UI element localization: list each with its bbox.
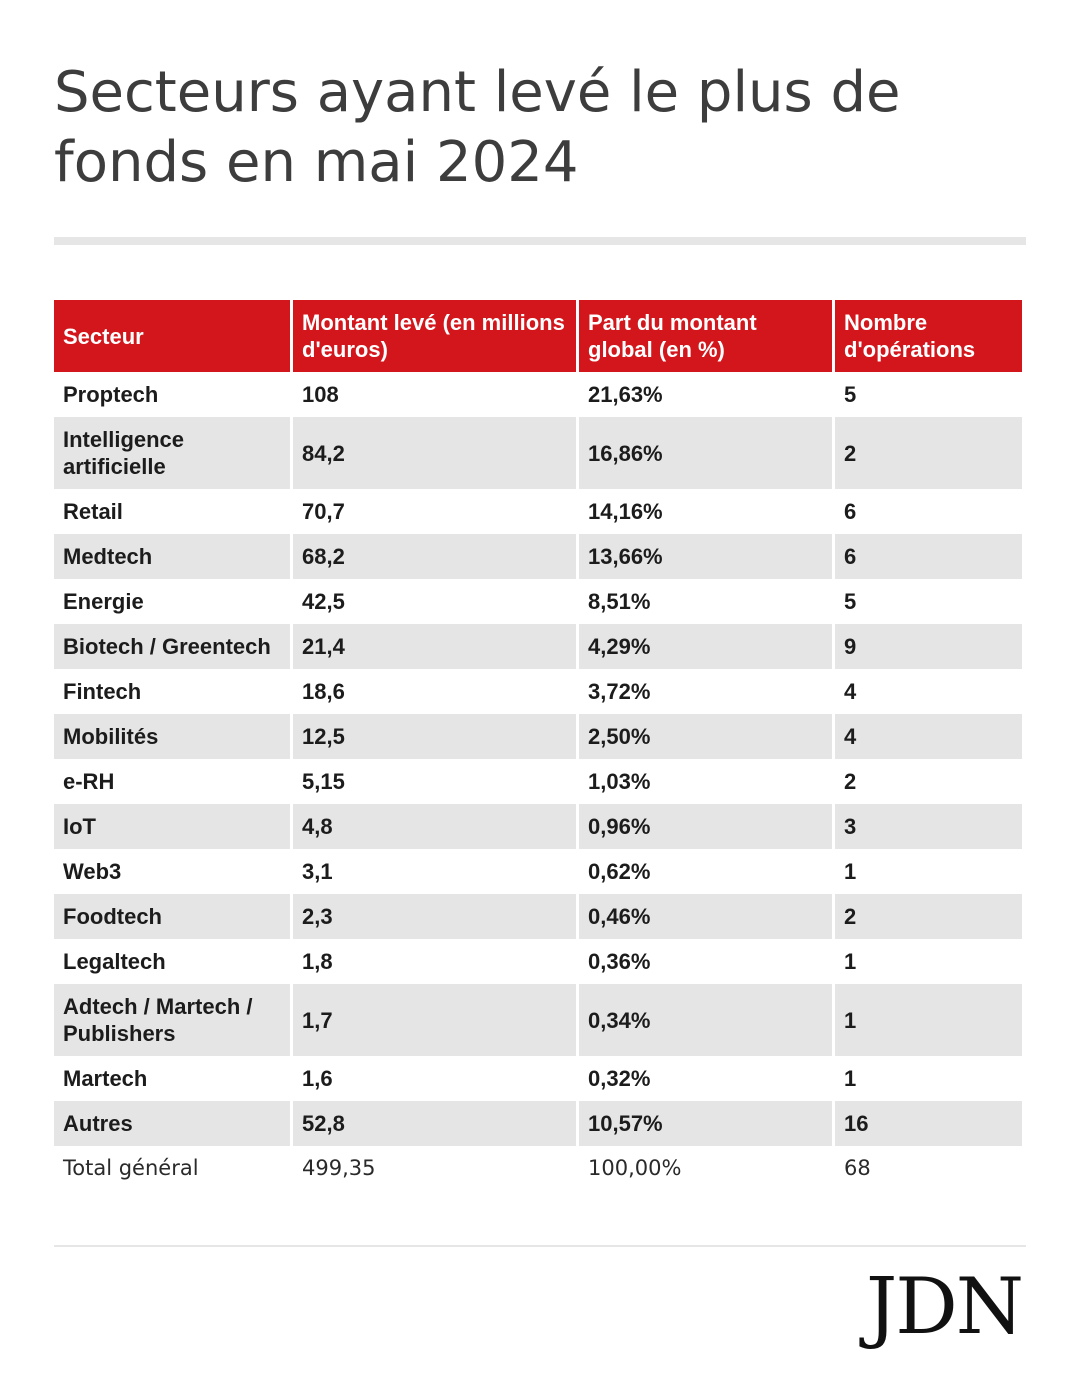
chart-title: Secteurs ayant levé le plus de fonds en … — [54, 60, 901, 195]
table-row: Autres 52,8 10,57% 16 — [54, 1101, 1022, 1146]
cell-part: 1,03% — [576, 759, 832, 804]
table-row: Energie 42,5 8,51% 5 — [54, 579, 1022, 624]
cell-secteur: Biotech / Greentech — [54, 624, 290, 669]
cell-part: 0,96% — [576, 804, 832, 849]
cell-secteur: Foodtech — [54, 894, 290, 939]
table-row: Biotech / Greentech 21,4 4,29% 9 — [54, 624, 1022, 669]
cell-part: 13,66% — [576, 534, 832, 579]
cell-montant: 4,8 — [290, 804, 576, 849]
cell-secteur: Mobilités — [54, 714, 290, 759]
cell-operations: 1 — [832, 939, 1022, 984]
cell-secteur: Retail — [63, 499, 123, 524]
cell-operations: 5 — [832, 579, 1022, 624]
table-row: Web3 3,1 0,62% 1 — [54, 849, 1022, 894]
cell-part: 0,62% — [576, 849, 832, 894]
cell-operations: 6 — [832, 534, 1022, 579]
cell-operations: 1 — [832, 849, 1022, 894]
header-cell-secteur: Secteur — [54, 300, 290, 372]
cell-operations: 3 — [832, 804, 1022, 849]
cell-operations: 2 — [832, 894, 1022, 939]
cell-secteur: Energie — [63, 589, 144, 614]
cell-montant: 18,6 — [290, 669, 576, 714]
cell-secteur: Adtech / Martech / Publishers — [54, 984, 290, 1056]
cell-part: 0,32% — [576, 1056, 832, 1101]
cell-secteur: Medtech — [54, 534, 290, 579]
table-row: Intelligence artificielle 84,2 16,86% 2 — [54, 417, 1022, 489]
cell-secteur: Intelligence artificielle — [54, 417, 290, 489]
table-row: Adtech / Martech / Publishers 1,7 0,34% 1 — [54, 984, 1022, 1056]
cell-montant: 42,5 — [290, 579, 576, 624]
header-cell-operations: Nombre d'opérations — [832, 300, 1022, 372]
header-cell-part: Part du montant global (en %) — [576, 300, 832, 372]
cell-operations: 9 — [832, 624, 1022, 669]
cell-operations: 1 — [832, 1056, 1022, 1101]
table-row: Medtech 68,2 13,66% 6 — [54, 534, 1022, 579]
cell-secteur: Legaltech — [63, 949, 166, 974]
cell-montant: 3,1 — [290, 849, 576, 894]
total-cell-part: 100,00% — [576, 1146, 832, 1191]
table-row: Martech 1,6 0,32% 1 — [54, 1056, 1022, 1101]
cell-secteur: IoT — [54, 804, 290, 849]
cell-montant: 1,6 — [290, 1056, 576, 1101]
cell-montant: 84,2 — [290, 417, 576, 489]
table-row: Legaltech 1,8 0,36% 1 — [54, 939, 1022, 984]
cell-part: 16,86% — [576, 417, 832, 489]
cell-operations: 5 — [832, 372, 1022, 417]
table-row: Fintech 18,6 3,72% 4 — [54, 669, 1022, 714]
jdn-logo: JDN — [865, 1262, 1024, 1352]
cell-secteur: e-RH — [63, 769, 115, 794]
table-total-row: Total général 499,35 100,00% 68 — [54, 1146, 1022, 1191]
cell-montant: 70,7 — [290, 489, 576, 534]
cell-part: 8,51% — [576, 579, 832, 624]
cell-montant: 12,5 — [290, 714, 576, 759]
cell-montant: 1,8 — [290, 939, 576, 984]
header-cell-montant: Montant levé (en millions d'euros) — [290, 300, 576, 372]
cell-operations: 1 — [832, 984, 1022, 1056]
table-row: Foodtech 2,3 0,46% 2 — [54, 894, 1022, 939]
cell-operations: 2 — [832, 417, 1022, 489]
table-row: Retail 70,7 14,16% 6 — [54, 489, 1022, 534]
cell-part: 0,34% — [576, 984, 832, 1056]
footer-divider — [54, 1245, 1026, 1247]
cell-part: 14,16% — [576, 489, 832, 534]
cell-part: 0,46% — [576, 894, 832, 939]
cell-montant: 5,15 — [290, 759, 576, 804]
table-body: Proptech 108 21,63% 5 Intelligence artificie… — [54, 372, 1022, 1146]
table-header-row: Secteur Montant levé (en millions d'euro… — [54, 300, 1022, 372]
cell-montant: 108 — [290, 372, 576, 417]
total-cell-operations: 68 — [832, 1146, 1022, 1191]
total-cell-label: Total général — [63, 1156, 199, 1180]
table-row: Proptech 108 21,63% 5 — [54, 372, 1022, 417]
cell-secteur: Autres — [54, 1101, 290, 1146]
cell-operations: 4 — [832, 714, 1022, 759]
cell-operations: 16 — [832, 1101, 1022, 1146]
cell-operations: 6 — [832, 489, 1022, 534]
cell-part: 4,29% — [576, 624, 832, 669]
cell-part: 2,50% — [576, 714, 832, 759]
cell-montant: 2,3 — [290, 894, 576, 939]
cell-part: 10,57% — [576, 1101, 832, 1146]
cell-montant: 68,2 — [290, 534, 576, 579]
cell-montant: 52,8 — [290, 1101, 576, 1146]
cell-secteur: Martech — [63, 1066, 148, 1091]
cell-montant: 1,7 — [290, 984, 576, 1056]
table-row: IoT 4,8 0,96% 3 — [54, 804, 1022, 849]
cell-operations: 4 — [832, 669, 1022, 714]
cell-secteur: Web3 — [63, 859, 122, 884]
cell-montant: 21,4 — [290, 624, 576, 669]
cell-operations: 2 — [832, 759, 1022, 804]
cell-part: 21,63% — [576, 372, 832, 417]
cell-part: 0,36% — [576, 939, 832, 984]
title-divider — [54, 237, 1026, 245]
total-cell-montant: 499,35 — [290, 1146, 576, 1191]
cell-secteur: Fintech — [63, 679, 142, 704]
cell-part: 3,72% — [576, 669, 832, 714]
table-row: e-RH 5,15 1,03% 2 — [54, 759, 1022, 804]
cell-secteur: Proptech — [63, 382, 159, 407]
data-table: Secteur Montant levé (en millions d'euro… — [54, 300, 1022, 1191]
table-row: Mobilités 12,5 2,50% 4 — [54, 714, 1022, 759]
